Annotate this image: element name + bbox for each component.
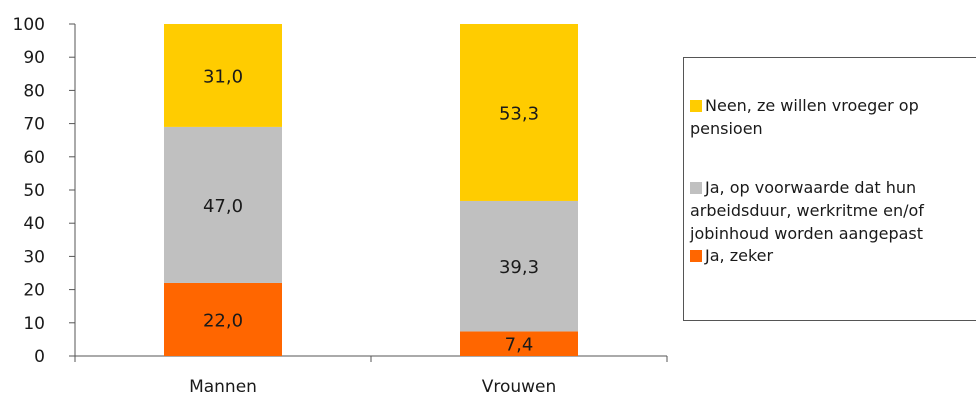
data-labels: 22,0 47,0 31,0 7,4 39,3 53,3 [203,66,539,355]
bar-value-label: 31,0 [203,66,243,87]
bar-value-label: 53,3 [499,103,539,124]
y-tick-label: 70 [23,115,45,135]
legend-swatch-ja-zeker [690,250,702,262]
x-category-label: Mannen [189,377,257,397]
y-tick-label: 90 [23,48,45,68]
y-tick-label: 10 [23,314,45,334]
bar-segment [164,126,282,283]
y-tick-label: 60 [23,148,45,168]
legend: Neen, ze willen vroeger op pensioen Ja, … [683,57,976,321]
legend-swatch-neen [690,100,702,112]
y-tick-label: 30 [23,247,45,267]
legend-label-ja-op-voorwaarde: Ja, op voorwaarde dat hun arbeidsduur, w… [690,178,924,243]
stacked-bar-chart: 0 10 20 30 40 50 60 70 80 90 100 Mannen Vrouwen 22,… [13,15,668,397]
legend-item-ja-zeker: Ja, zeker [690,244,976,267]
bar-value-label: 47,0 [203,196,243,217]
bars [164,24,578,356]
y-tick-label: 100 [13,15,45,35]
bar-segment [164,24,282,127]
bar-value-label: 39,3 [499,257,539,278]
legend-label-neen: Neen, ze willen vroeger op pensioen [690,96,919,138]
x-axis: Mannen Vrouwen [74,355,668,397]
legend-label-ja-zeker: Ja, zeker [705,246,774,265]
bar-value-label: 22,0 [203,310,243,331]
y-tick-label: 50 [23,181,45,201]
bar-segment [460,24,578,201]
legend-item-neen: Neen, ze willen vroeger op pensioen [690,94,976,140]
x-category-label: Vrouwen [482,377,557,397]
bar-segment [164,282,282,356]
bar-value-label: 7,4 [505,335,534,356]
bar-segment [460,331,578,356]
bar-segment [460,200,578,332]
y-tick-label: 0 [34,347,45,367]
y-axis: 0 10 20 30 40 50 60 70 80 90 100 [13,15,76,367]
y-tick-label: 80 [23,81,45,101]
legend-swatch-ja-op-voorwaarde [690,182,702,194]
y-tick-label: 20 [23,281,45,301]
legend-item-ja-op-voorwaarde: Ja, op voorwaarde dat hun arbeidsduur, w… [690,176,976,245]
y-tick-label: 40 [23,214,45,234]
